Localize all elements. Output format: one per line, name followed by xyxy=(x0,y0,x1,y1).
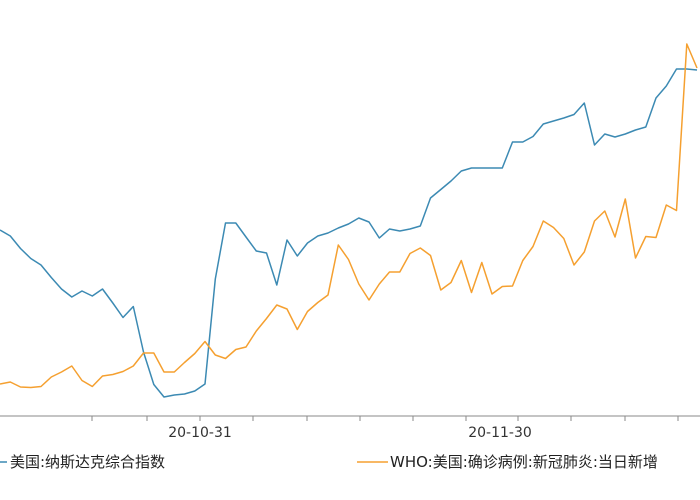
legend-label-who-cases: WHO:美国:确诊病例:新冠肺炎:当日新增 xyxy=(390,453,658,471)
x-tick-label: 20-10-31 xyxy=(168,425,232,441)
legend: 美国:纳斯达克综合指数 WHO:美国:确诊病例:新冠肺炎:当日新增 xyxy=(0,453,658,471)
x-tick-label: 20-11-30 xyxy=(468,425,532,441)
series-line-1 xyxy=(0,43,698,389)
x-axis-ticks: 20-10-31 20-11-30 xyxy=(91,416,679,441)
legend-label-nasdaq: 美国:纳斯达克综合指数 xyxy=(10,453,165,471)
series-layer xyxy=(0,43,698,398)
series-line-0 xyxy=(0,68,698,398)
